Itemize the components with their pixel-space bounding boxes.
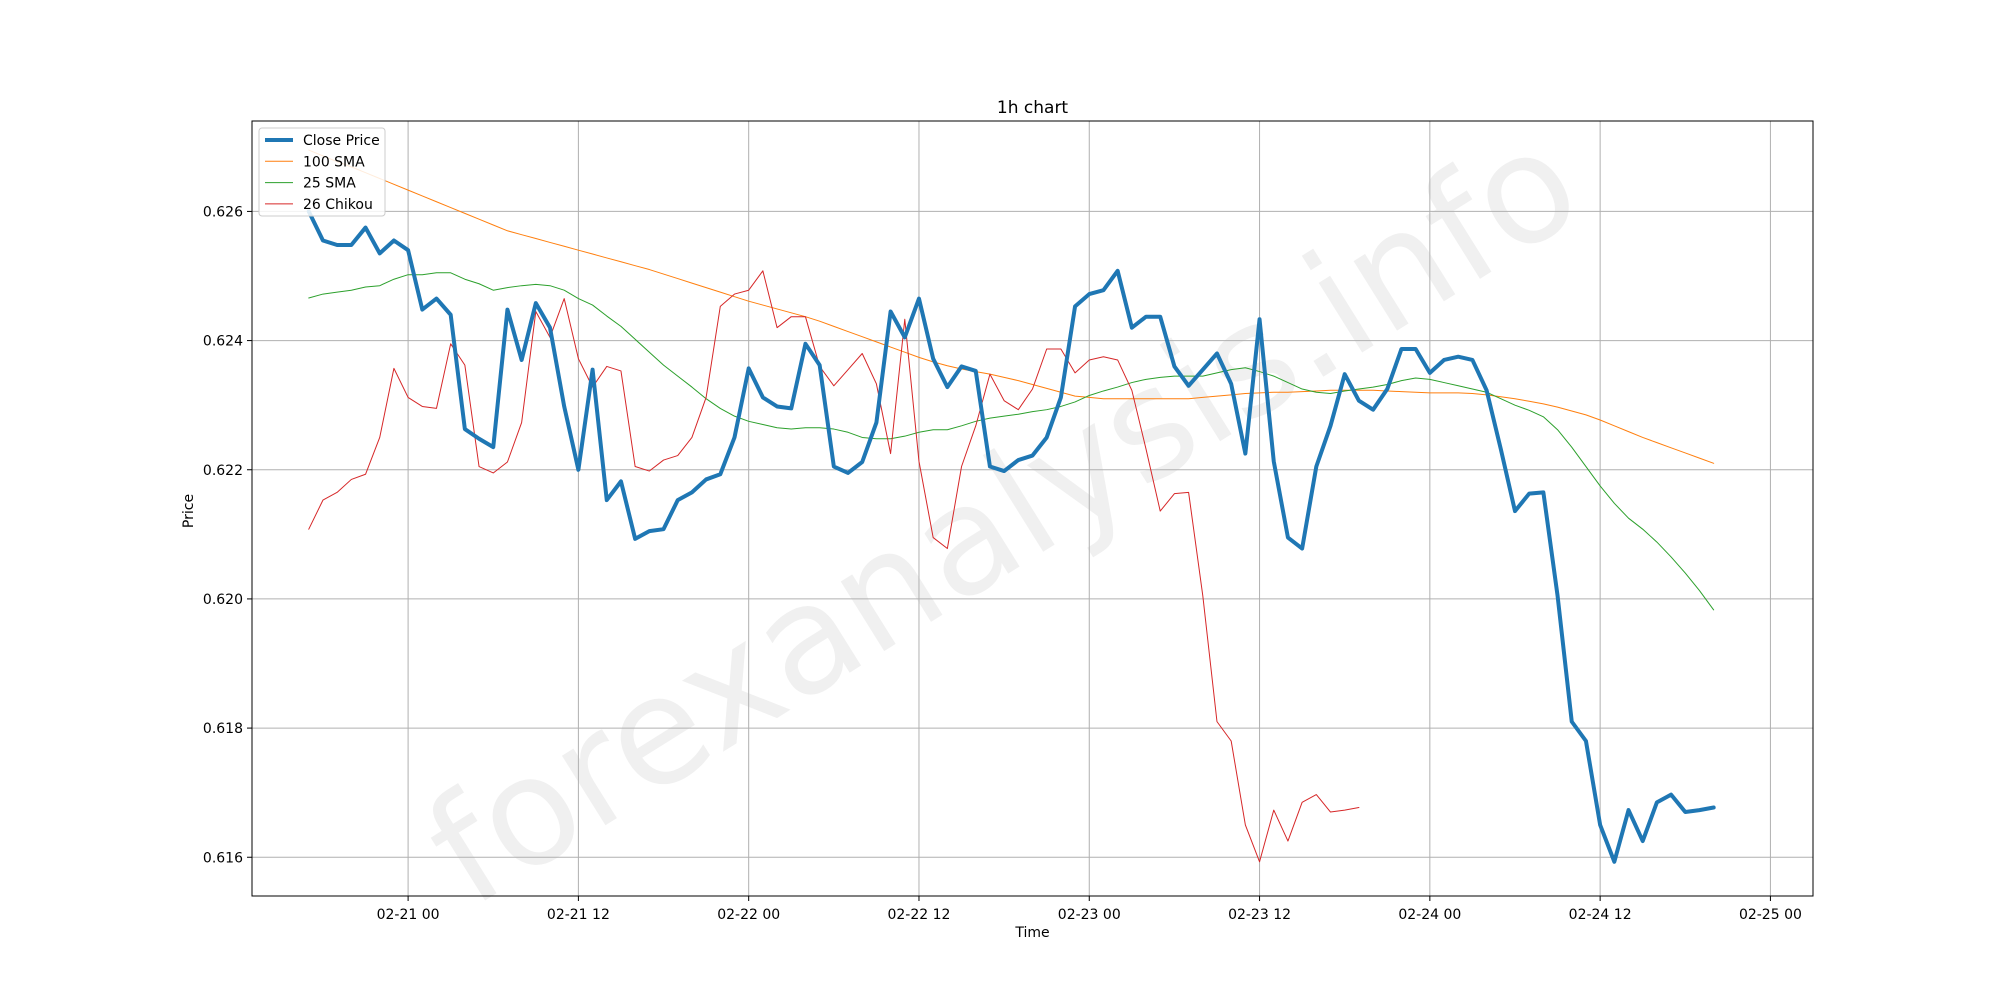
series-line-25-sma bbox=[308, 272, 1715, 611]
y-axis-title: Price bbox=[181, 494, 197, 528]
legend-label-100-sma: 100 SMA bbox=[303, 154, 365, 170]
x-tick-label: 02-24 12 bbox=[1569, 907, 1632, 923]
y-tick-label: 0.626 bbox=[203, 204, 243, 220]
legend-label-25-sma: 25 SMA bbox=[303, 176, 356, 192]
y-tick-label: 0.618 bbox=[203, 721, 243, 737]
y-tick-label: 0.622 bbox=[203, 463, 243, 479]
x-tick-label: 02-23 12 bbox=[1228, 907, 1291, 923]
y-tick-label: 0.616 bbox=[203, 850, 243, 866]
y-tick-label: 0.620 bbox=[203, 592, 243, 608]
chart-title: 1h chart bbox=[997, 98, 1069, 118]
plot-frame bbox=[251, 120, 1814, 897]
grid-layer bbox=[252, 121, 1813, 896]
tick-layer: 02-21 00 02-21 12 02-22 00 02-22 12 02-23 00… bbox=[203, 204, 1802, 923]
x-axis-title: Time bbox=[1014, 925, 1049, 941]
legend-label-close-price: Close Price bbox=[303, 133, 380, 149]
series-layer bbox=[306, 149, 1716, 864]
x-tick-label: 02-23 00 bbox=[1058, 907, 1121, 923]
legend-items: Close Price 100 SMA 25 SMA 26 Chikou bbox=[265, 133, 380, 213]
x-tick-label: 02-24 00 bbox=[1398, 907, 1461, 923]
series-line-close-price bbox=[306, 209, 1716, 864]
series-line-100-sma bbox=[308, 149, 1715, 464]
x-tick-label: 02-25 00 bbox=[1739, 907, 1802, 923]
x-tick-label: 02-22 00 bbox=[717, 907, 780, 923]
legend-box bbox=[258, 127, 386, 217]
x-tick-label: 02-21 12 bbox=[547, 907, 610, 923]
x-tick-label: 02-22 12 bbox=[887, 907, 950, 923]
y-tick-label: 0.624 bbox=[203, 334, 243, 350]
legend: Close Price 100 SMA 25 SMA 26 Chikou bbox=[258, 127, 386, 217]
legend-label-26-chikou: 26 Chikou bbox=[303, 197, 373, 213]
x-tick-label: 02-21 00 bbox=[377, 907, 440, 923]
series-line-26-chikou bbox=[308, 270, 1360, 863]
